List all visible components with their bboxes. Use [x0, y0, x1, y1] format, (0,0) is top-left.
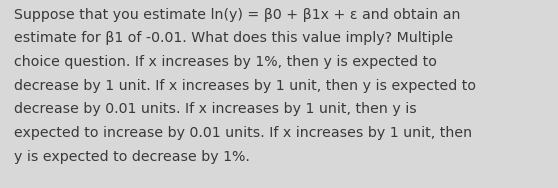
Text: expected to increase by 0.01 units. If x increases by 1 unit, then: expected to increase by 0.01 units. If x…: [14, 126, 472, 140]
Text: choice question. If x increases by 1%, then y is expected to: choice question. If x increases by 1%, t…: [14, 55, 437, 69]
Text: Suppose that you estimate ln(y) = β0 + β1x + ε and obtain an: Suppose that you estimate ln(y) = β0 + β…: [14, 8, 460, 21]
Text: decrease by 1 unit. If x increases by 1 unit, then y is expected to: decrease by 1 unit. If x increases by 1 …: [14, 79, 476, 92]
Text: decrease by 0.01 units. If x increases by 1 unit, then y is: decrease by 0.01 units. If x increases b…: [14, 102, 417, 116]
Text: y is expected to decrease by 1%.: y is expected to decrease by 1%.: [14, 150, 250, 164]
Text: estimate for β1 of -0.01. What does this value imply? Multiple: estimate for β1 of -0.01. What does this…: [14, 31, 453, 45]
